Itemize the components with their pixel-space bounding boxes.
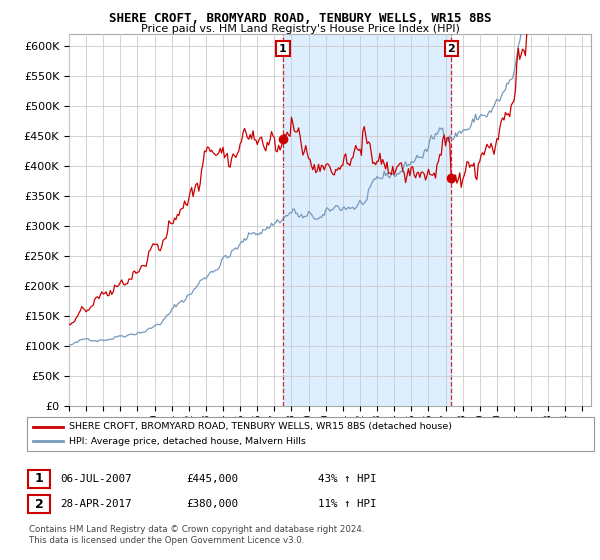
- Text: £380,000: £380,000: [186, 499, 238, 509]
- Text: £445,000: £445,000: [186, 474, 238, 484]
- Text: 43% ↑ HPI: 43% ↑ HPI: [318, 474, 377, 484]
- Text: 28-APR-2017: 28-APR-2017: [60, 499, 131, 509]
- Bar: [283, 34, 451, 406]
- Text: HPI: Average price, detached house, Malvern Hills: HPI: Average price, detached house, Malv…: [69, 437, 306, 446]
- Text: 1: 1: [35, 472, 43, 486]
- Text: 2: 2: [35, 497, 43, 511]
- Text: 2: 2: [447, 44, 455, 54]
- Text: 06-JUL-2007: 06-JUL-2007: [60, 474, 131, 484]
- Text: Contains HM Land Registry data © Crown copyright and database right 2024.
This d: Contains HM Land Registry data © Crown c…: [29, 525, 364, 545]
- Text: Price paid vs. HM Land Registry's House Price Index (HPI): Price paid vs. HM Land Registry's House …: [140, 24, 460, 34]
- Text: SHERE CROFT, BROMYARD ROAD, TENBURY WELLS, WR15 8BS (detached house): SHERE CROFT, BROMYARD ROAD, TENBURY WELL…: [69, 422, 452, 431]
- Text: 1: 1: [279, 44, 287, 54]
- Text: 11% ↑ HPI: 11% ↑ HPI: [318, 499, 377, 509]
- Text: SHERE CROFT, BROMYARD ROAD, TENBURY WELLS, WR15 8BS: SHERE CROFT, BROMYARD ROAD, TENBURY WELL…: [109, 12, 491, 25]
